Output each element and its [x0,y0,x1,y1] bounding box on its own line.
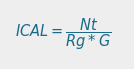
Text: $\mathit{ICAL}=\dfrac{\mathit{Nt}}{\mathit{Rg}*\mathit{G}}$: $\mathit{ICAL}=\dfrac{\mathit{Nt}}{\math… [15,17,111,52]
